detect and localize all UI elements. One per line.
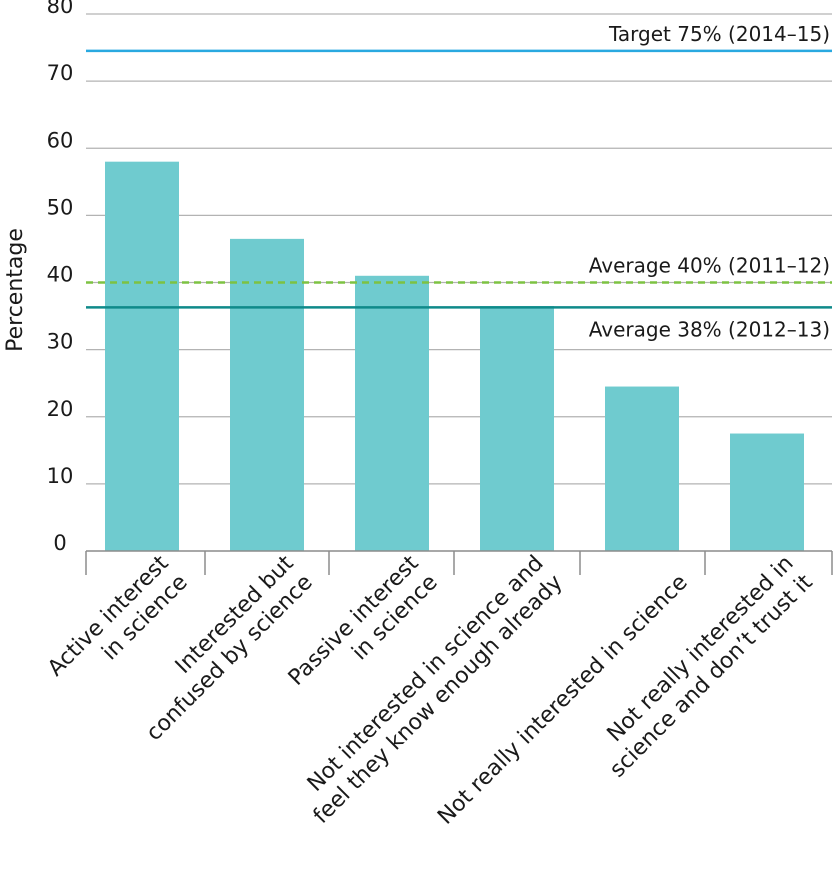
y-tick-label: 70 — [47, 61, 74, 85]
x-category-label-line: science and don’t trust it — [605, 570, 818, 783]
bar — [230, 238, 304, 551]
bar — [355, 275, 429, 551]
reference-line-layer: Target 75% (2014–15) Average 40% (2011–12… — [86, 22, 832, 341]
bar — [605, 386, 679, 551]
bar — [730, 433, 804, 551]
bar — [480, 305, 554, 551]
y-tick-label: 40 — [47, 263, 74, 287]
y-tick-label: 0 — [53, 531, 66, 555]
y-tick-label: 30 — [47, 330, 74, 354]
x-category-label-line: Not really interested in — [603, 551, 799, 747]
y-tick-label: 80 — [47, 0, 74, 18]
bar-layer — [105, 161, 804, 552]
axis-layer: 0 10 20 30 40 50 60 70 80 — [47, 0, 833, 575]
reference-line-label: Target 75% (2014–15) — [608, 22, 830, 46]
grid-layer — [86, 13, 832, 485]
y-axis-title: Percentage — [3, 228, 28, 352]
y-tick-label: 60 — [47, 128, 74, 152]
reference-line-label: Average 38% (2012–13) — [589, 317, 830, 341]
reference-line-label: Average 40% (2011–12) — [589, 254, 830, 278]
y-tick-label: 20 — [47, 397, 74, 421]
y-tick-label: 50 — [47, 195, 74, 219]
y-tick-label: 10 — [47, 464, 74, 488]
bar — [105, 161, 179, 552]
